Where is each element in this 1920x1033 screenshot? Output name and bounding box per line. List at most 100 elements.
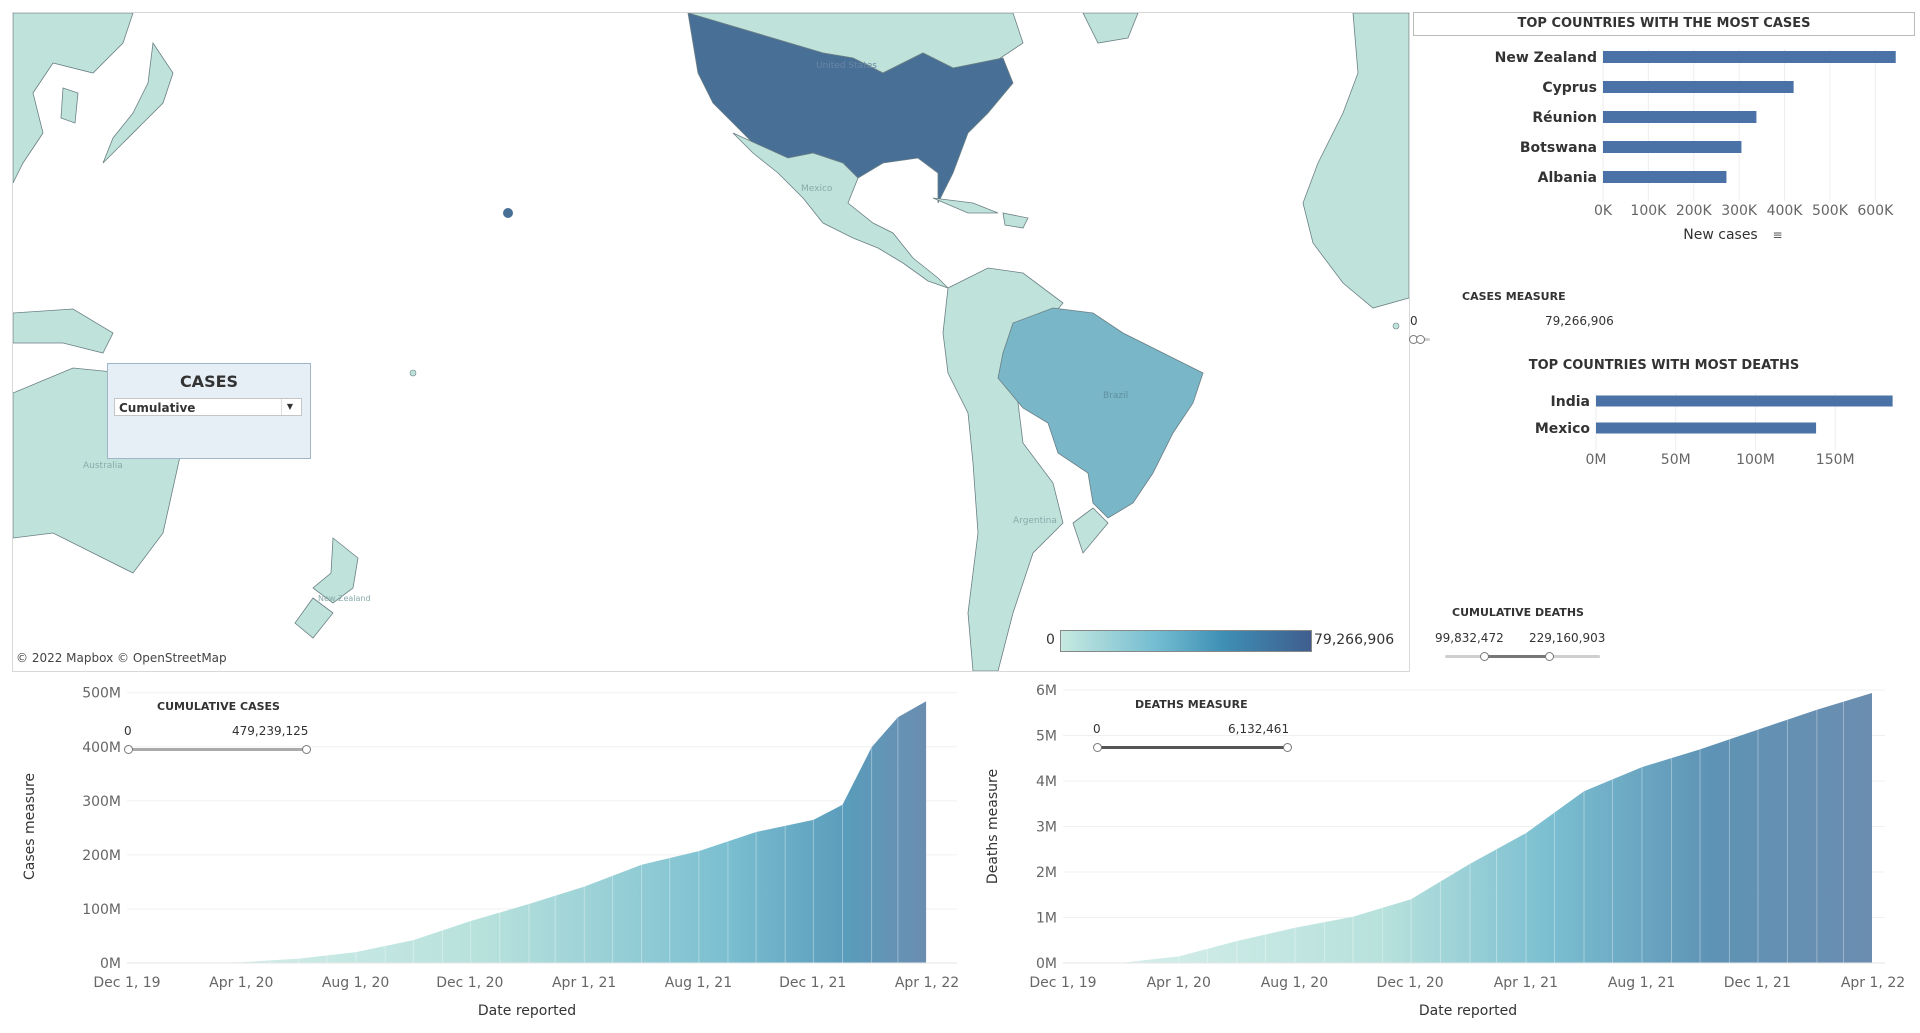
cumulative-deaths-title: CUMULATIVE DEATHS xyxy=(1452,606,1584,619)
x-tick-label: 400K xyxy=(1767,203,1804,219)
color-legend-gradient xyxy=(1060,630,1312,652)
y-tick-label: 300M xyxy=(82,794,121,810)
map-land-mexico xyxy=(732,132,949,289)
x-axis-label: Date reported xyxy=(478,1003,576,1019)
top-cases-title: TOP COUNTRIES WITH THE MOST CASES xyxy=(1413,12,1915,36)
bar[interactable] xyxy=(1603,171,1727,183)
bar[interactable] xyxy=(1603,141,1742,153)
x-tick-label: Apr 1, 20 xyxy=(1147,975,1211,991)
y-tick-label: 1M xyxy=(1036,911,1057,927)
cases-measure-title: CASES MEASURE xyxy=(1462,290,1566,303)
cases-area-chart: 0M 100M 200M 300M 400M 500M Dec 1, 19 Apr 1, 20… xyxy=(22,686,959,1019)
x-tick-label: 100K xyxy=(1630,203,1667,219)
map-label-new-zealand: New Zealand xyxy=(318,594,371,603)
bar[interactable] xyxy=(1603,111,1757,123)
cases-measure-slider-max-handle[interactable] xyxy=(1416,335,1425,344)
y-axis-label: Cases measure xyxy=(22,773,38,880)
category-label: Botswana xyxy=(1520,140,1597,156)
map-land-hispaniola xyxy=(1002,212,1029,229)
map-land-cuba xyxy=(932,197,999,214)
x-axis-label: New cases xyxy=(1683,227,1757,243)
map-land-island xyxy=(409,369,417,377)
x-tick-label: 500K xyxy=(1812,203,1849,219)
x-tick-label: 50M xyxy=(1661,452,1691,468)
category-label: Albania xyxy=(1538,170,1597,186)
category-label: Réunion xyxy=(1532,110,1597,126)
y-tick-label: 200M xyxy=(82,848,121,864)
area-series[interactable] xyxy=(1063,693,1872,963)
category-label: India xyxy=(1551,394,1590,410)
area-series[interactable] xyxy=(127,701,927,963)
x-tick-label: 200K xyxy=(1676,203,1713,219)
x-tick-label: Apr 1, 22 xyxy=(895,975,959,991)
cumulative-cases-max: 479,239,125 xyxy=(232,724,309,738)
x-tick-label: Aug 1, 21 xyxy=(665,975,732,991)
bar[interactable] xyxy=(1603,51,1896,63)
map-land-korea xyxy=(60,87,79,124)
map-land-africa xyxy=(1302,13,1409,309)
x-tick-label: Aug 1, 20 xyxy=(322,975,389,991)
y-tick-label: 100M xyxy=(82,902,121,918)
cumulative-deaths-slider-min-handle[interactable] xyxy=(1480,652,1489,661)
deaths-area-chart: 0M 1M 2M 3M 4M 5M 6M Dec 1, 19 Apr 1, 20 Aug 1, 2… xyxy=(985,683,1905,1019)
chevron-down-icon[interactable]: ▼ xyxy=(281,399,298,415)
x-tick-label: Apr 1, 21 xyxy=(552,975,616,991)
map-canvas: Australia New Zealand United States Mexi… xyxy=(13,13,1409,671)
cumulative-cases-slider-range[interactable] xyxy=(128,748,306,751)
deaths-measure-title: DEATHS MEASURE xyxy=(1135,698,1248,711)
x-axis-label: Date reported xyxy=(1419,1003,1517,1019)
map-land-png xyxy=(13,308,114,354)
deaths-measure-max: 6,132,461 xyxy=(1228,722,1290,736)
bar[interactable] xyxy=(1596,395,1893,407)
deaths-measure-slider-max-handle[interactable] xyxy=(1283,743,1292,752)
x-tick-label: 0M xyxy=(1586,452,1607,468)
cases-type-dropdown[interactable]: Cumulative ▼ xyxy=(114,398,302,416)
choropleth-map[interactable]: Australia New Zealand United States Mexi… xyxy=(12,12,1410,672)
y-tick-label: 400M xyxy=(82,740,121,756)
map-label-usa: United States xyxy=(816,61,877,71)
category-label: Cyprus xyxy=(1542,80,1597,96)
cases-filter-title: CASES xyxy=(179,372,239,391)
deaths-measure-min: 0 xyxy=(1093,722,1101,736)
bar[interactable] xyxy=(1596,422,1817,434)
x-tick-label: Dec 1, 20 xyxy=(1377,975,1444,991)
y-tick-label: 5M xyxy=(1036,729,1057,745)
x-tick-label: 300K xyxy=(1721,203,1758,219)
y-tick-label: 0M xyxy=(100,956,121,972)
map-attribution[interactable]: © 2022 Mapbox © OpenStreetMap xyxy=(16,651,227,665)
top-deaths-chart: 0M 50M 100M 150M India Mexico xyxy=(1535,393,1893,468)
cumulative-cases-min: 0 xyxy=(124,724,132,738)
map-land-new-zealand-south xyxy=(294,597,334,639)
y-tick-label: 6M xyxy=(1036,683,1057,699)
cumulative-cases-slider-max-handle[interactable] xyxy=(302,745,311,754)
legend-max-label: 79,266,906 xyxy=(1314,632,1395,648)
map-land-greenland xyxy=(1082,13,1139,44)
top-deaths-title: TOP COUNTRIES WITH MOST DEATHS xyxy=(1528,358,1800,373)
map-land-island xyxy=(1392,322,1400,330)
map-land-hawaii xyxy=(503,208,513,218)
map-label-mexico: Mexico xyxy=(801,184,833,194)
x-tick-label: 150M xyxy=(1816,452,1855,468)
sort-icon[interactable]: ≡ xyxy=(1773,228,1783,242)
x-tick-label: 0K xyxy=(1594,203,1613,219)
map-land-argentina-south xyxy=(1072,507,1109,554)
legend-min-label: 0 xyxy=(1046,632,1055,648)
deaths-measure-slider-range[interactable] xyxy=(1097,746,1287,749)
bar[interactable] xyxy=(1603,81,1794,93)
cumulative-deaths-min: 99,832,472 xyxy=(1435,631,1504,645)
x-tick-label: Apr 1, 20 xyxy=(209,975,273,991)
x-tick-label: Aug 1, 21 xyxy=(1608,975,1675,991)
deaths-measure-slider-min-handle[interactable] xyxy=(1093,743,1102,752)
x-tick-label: Dec 1, 19 xyxy=(1029,975,1096,991)
x-tick-label: 600K xyxy=(1857,203,1894,219)
cumulative-deaths-slider-range xyxy=(1484,655,1550,658)
y-tick-label: 500M xyxy=(82,686,121,702)
map-land-brazil xyxy=(997,307,1204,519)
x-tick-label: Dec 1, 19 xyxy=(93,975,160,991)
cumulative-deaths-slider-max-handle[interactable] xyxy=(1545,652,1554,661)
map-label-brazil: Brazil xyxy=(1103,391,1128,401)
cumulative-cases-slider-min-handle[interactable] xyxy=(124,745,133,754)
y-axis-label: Deaths measure xyxy=(985,769,1001,884)
x-tick-label: Apr 1, 22 xyxy=(1841,975,1905,991)
y-tick-label: 0M xyxy=(1036,956,1057,972)
